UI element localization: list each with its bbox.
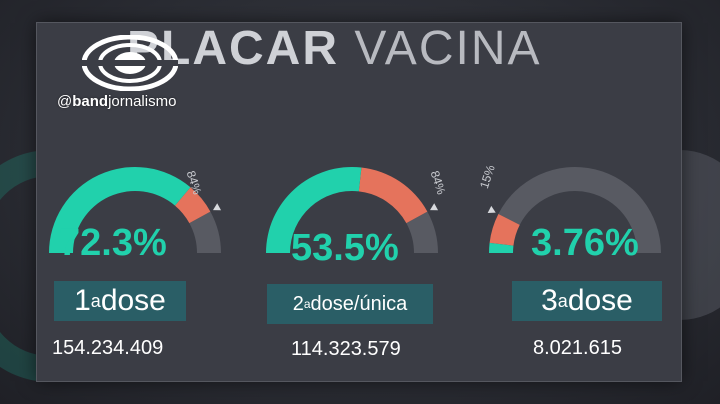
title-light: VACINA bbox=[354, 23, 542, 75]
percent-value: 53.5% bbox=[291, 227, 399, 269]
gauge-remaining-segment bbox=[189, 211, 221, 253]
gauge-remaining-segment bbox=[406, 211, 438, 253]
percent-value: 72.3% bbox=[59, 222, 167, 264]
logo-rest: jornalismo bbox=[108, 93, 177, 110]
gauge-gap-segment bbox=[489, 213, 520, 246]
dose-count: 8.021.615 bbox=[533, 337, 622, 359]
gauge-progress-segment bbox=[49, 167, 191, 253]
gauge-first-dose bbox=[45, 141, 225, 256]
dose-label-num: 1 bbox=[74, 284, 91, 317]
band-eye-icon bbox=[82, 35, 178, 91]
gauge-third-dose bbox=[485, 141, 665, 256]
gauge-remaining-segment bbox=[498, 166, 661, 253]
gauge-arc bbox=[266, 167, 439, 253]
target-marker bbox=[487, 205, 496, 213]
gauge-gap-segment bbox=[174, 187, 211, 224]
title-bold: PLACAR bbox=[127, 23, 339, 75]
gauge-second-dose bbox=[262, 141, 442, 256]
dose-label-rest: dose bbox=[567, 284, 633, 317]
target-marker bbox=[429, 203, 439, 211]
dose-label-sup: a bbox=[303, 297, 311, 311]
gauge-progress-segment bbox=[489, 242, 514, 253]
dose-label-num: 3 bbox=[541, 284, 558, 317]
logo-prefix: @ bbox=[57, 93, 73, 110]
target-marker bbox=[212, 203, 222, 211]
dose-label-num: 2 bbox=[292, 292, 304, 315]
dose-label-rest: dose/única bbox=[310, 292, 408, 315]
dose-label-sup: a bbox=[90, 290, 101, 311]
page-title: PLACAR VACINA bbox=[127, 23, 647, 101]
dose-label-rest: dose bbox=[100, 284, 166, 317]
dose-count: 114.323.579 bbox=[291, 338, 401, 360]
band-logo: @bandjornalismo bbox=[42, 35, 207, 115]
band-logo-text: @bandjornalismo bbox=[57, 93, 176, 110]
gauge-progress-segment bbox=[266, 167, 362, 253]
dose-count: 154.234.409 bbox=[52, 337, 164, 359]
gauge-arc bbox=[49, 167, 222, 253]
dose-label-sup: a bbox=[557, 290, 568, 311]
gauge-arc bbox=[487, 166, 661, 253]
percent-value: 3.76% bbox=[531, 222, 639, 264]
logo-bold: band bbox=[72, 93, 109, 110]
background-right-gauge bbox=[680, 150, 720, 320]
gauge-gap-segment bbox=[358, 167, 428, 224]
